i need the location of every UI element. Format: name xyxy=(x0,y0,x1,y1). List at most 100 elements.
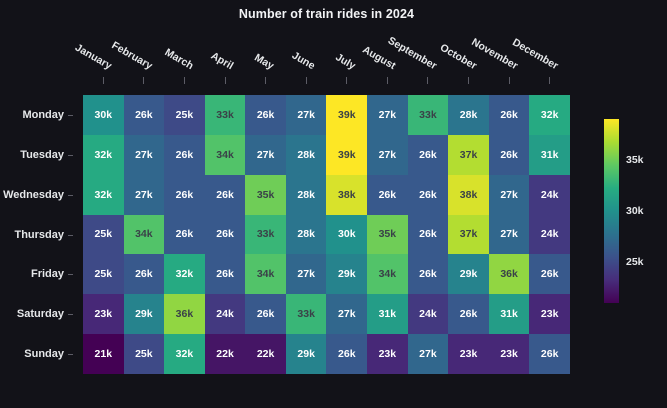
heatmap-cell: 25k xyxy=(83,254,124,295)
heatmap-cell: 28k xyxy=(448,95,489,135)
heatmap-cell: 31k xyxy=(529,134,570,175)
heatmap-cell: 26k xyxy=(245,95,286,135)
x-tick-mark xyxy=(549,77,551,84)
heatmap-cell: 39k xyxy=(326,134,368,175)
heatmap-cell: 33k xyxy=(204,95,246,135)
heatmap-cell: 28k xyxy=(285,214,327,255)
y-axis-label-saturday: Saturday xyxy=(16,308,64,321)
heatmap-cell: 29k xyxy=(326,254,368,295)
heatmap-cell: 31k xyxy=(488,294,530,335)
heatmap-cell: 26k xyxy=(123,254,165,295)
heatmap-cell: 27k xyxy=(285,254,327,295)
heatmap-cell: 27k xyxy=(488,214,530,255)
heatmap-cell: 32k xyxy=(164,254,205,295)
x-axis-label-june: June xyxy=(289,49,317,73)
heatmap-cell: 21k xyxy=(83,334,124,374)
x-tick-mark xyxy=(224,77,226,84)
heatmap-cell: 25k xyxy=(83,214,124,255)
heatmap-cell: 34k xyxy=(245,254,286,295)
x-axis-label-december: December xyxy=(510,36,561,73)
heatmap-cell: 27k xyxy=(245,134,286,175)
heatmap-cell: 32k xyxy=(529,95,570,135)
heatmap-cell: 26k xyxy=(407,254,449,295)
heatmap-cell: 39k xyxy=(326,95,368,135)
heatmap-cell: 28k xyxy=(285,134,327,175)
heatmap-cell: 27k xyxy=(488,174,530,215)
heatmap-cell: 24k xyxy=(407,294,449,335)
y-axis-label-tuesday: Tuesday xyxy=(20,148,64,161)
y-tick-mark xyxy=(68,314,73,316)
heatmap-cell: 26k xyxy=(164,174,205,215)
x-tick-mark xyxy=(468,77,470,84)
x-tick-mark xyxy=(508,77,510,84)
heatmap-cell: 27k xyxy=(367,95,408,135)
heatmap-cell: 23k xyxy=(367,334,408,374)
heatmap-cell: 26k xyxy=(407,214,449,255)
y-axis-label-monday: Monday xyxy=(22,108,64,121)
x-axis-label-may: May xyxy=(252,51,277,73)
y-tick-mark xyxy=(68,194,73,196)
heatmap-cell: 31k xyxy=(367,294,408,335)
y-axis-label-thursday: Thursday xyxy=(14,228,64,241)
heatmap-cell: 37k xyxy=(448,214,489,255)
heatmap-cell: 26k xyxy=(245,294,286,335)
heatmap-cell: 32k xyxy=(164,334,205,374)
heatmap-cell: 38k xyxy=(326,174,368,215)
heatmap-cell: 28k xyxy=(285,174,327,215)
heatmap-cell: 25k xyxy=(123,334,165,374)
heatmap-cell: 26k xyxy=(448,294,489,335)
colorbar-tick-label: 25k xyxy=(626,256,644,269)
heatmap-cell: 24k xyxy=(529,174,570,215)
heatmap-cell: 26k xyxy=(488,134,530,175)
heatmap-cell: 27k xyxy=(326,294,368,335)
heatmap-cell: 29k xyxy=(448,254,489,295)
heatmap-cell: 26k xyxy=(204,254,246,295)
heatmap-cell: 27k xyxy=(285,95,327,135)
heatmap-cell: 25k xyxy=(164,95,205,135)
x-axis-label-march: March xyxy=(162,46,195,73)
heatmap-cell: 23k xyxy=(529,294,570,335)
heatmap-cell: 27k xyxy=(123,134,165,175)
heatmap-cell: 23k xyxy=(448,334,489,374)
x-axis-label-july: July xyxy=(333,51,358,73)
y-axis-label-friday: Friday xyxy=(30,268,64,281)
x-tick-mark xyxy=(305,77,307,84)
x-tick-mark xyxy=(346,77,348,84)
colorbar-tick-label: 30k xyxy=(626,205,644,217)
heatmap-cell: 24k xyxy=(529,214,570,255)
colorbar-tick-label: 35k xyxy=(626,153,644,166)
x-tick-mark xyxy=(386,77,388,84)
heatmap-grid: 30k 26k 25k 33k 26k 27k 39k 27k 33k 28k 26k 32k 32k 2… xyxy=(83,95,570,374)
y-tick-mark xyxy=(68,154,73,156)
y-tick-mark xyxy=(68,114,73,116)
heatmap-cell: 26k xyxy=(164,214,205,255)
heatmap-cell: 34k xyxy=(204,134,246,175)
heatmap-cell: 22k xyxy=(204,334,246,374)
heatmap-cell: 26k xyxy=(123,95,165,135)
heatmap-cell: 29k xyxy=(285,334,327,374)
heatmap-cell: 26k xyxy=(407,174,449,215)
chart-title: Number of train rides in 2024 xyxy=(238,7,415,21)
heatmap-cell: 26k xyxy=(407,134,449,175)
heatmap-cell: 26k xyxy=(529,254,570,295)
heatmap-cell: 27k xyxy=(407,334,449,374)
heatmap-cell: 34k xyxy=(123,214,165,255)
y-axis-label-wednesday: Wednesday xyxy=(3,188,64,201)
heatmap-cell: 29k xyxy=(123,294,165,335)
x-axis-label-april: April xyxy=(208,49,236,73)
heatmap-cell: 26k xyxy=(326,334,368,374)
heatmap-cell: 33k xyxy=(407,95,449,135)
heatmap-cell: 26k xyxy=(164,134,205,175)
x-tick-mark xyxy=(102,77,104,84)
heatmap-cell: 36k xyxy=(488,254,530,295)
colorbar xyxy=(604,119,619,303)
heatmap-cell: 32k xyxy=(83,134,124,175)
heatmap-cell: 33k xyxy=(245,214,286,255)
heatmap-cell: 34k xyxy=(367,254,408,295)
y-tick-mark xyxy=(68,274,73,276)
heatmap-cell: 38k xyxy=(448,174,489,215)
x-axis-label-february: February xyxy=(109,39,155,73)
y-tick-mark xyxy=(68,354,73,356)
heatmap-cell: 30k xyxy=(83,95,124,135)
